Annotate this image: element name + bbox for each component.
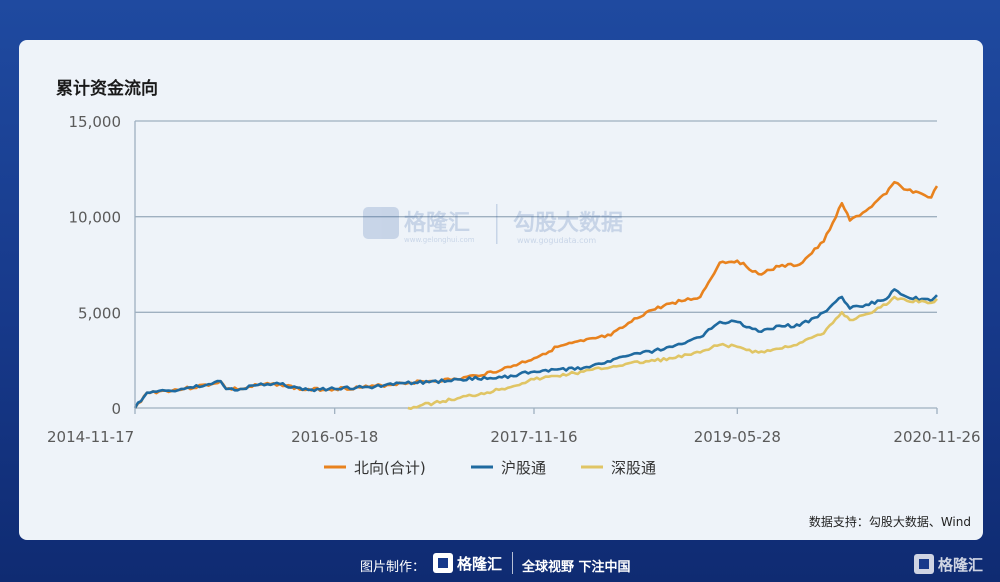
- source-note: 数据支持：勾股大数据、Wind: [808, 515, 971, 529]
- chart-card: 累计资金流向 格隆汇 www.gelonghui.com 勾股大数据 www.g…: [19, 40, 983, 540]
- x-tick-label: 2017-11-16: [490, 428, 577, 446]
- axes: 0 5,000 10,000 15,000 2014-11-17 2016-05-18 20…: [47, 113, 981, 446]
- legend-label: 沪股通: [501, 459, 546, 477]
- y-tick-label: 5,000: [78, 304, 121, 322]
- watermark: 格隆汇 www.gelonghui.com 勾股大数据 www.gogudata…: [363, 204, 623, 245]
- x-tick-label: 2014-11-17: [47, 428, 134, 446]
- watermark-divider: [496, 204, 498, 244]
- legend-label: 北向(合计): [354, 459, 426, 477]
- chart-plot: 格隆汇 www.gelonghui.com 勾股大数据 www.gogudata…: [47, 113, 981, 477]
- watermark-sub-url: www.gogudata.com: [517, 236, 596, 245]
- chart-title: 累计资金流向: [56, 79, 158, 99]
- watermark-logo-icon: [363, 207, 399, 239]
- series-line: [407, 295, 938, 410]
- series-line: [133, 288, 938, 409]
- x-tick-label: 2016-05-18: [291, 428, 378, 446]
- watermark-brand-url: www.gelonghui.com: [404, 236, 475, 244]
- y-tick-label: 0: [111, 400, 121, 418]
- footer-credit: 图片制作：: [360, 560, 426, 575]
- series-lines: [133, 180, 939, 410]
- footer-slogan: 全球视野 下注中国: [522, 560, 631, 575]
- footer-divider: [512, 552, 513, 574]
- x-tick-label: 2019-05-28: [694, 428, 781, 446]
- legend-label: 深股通: [611, 459, 656, 477]
- y-tick-label: 15,000: [69, 113, 122, 131]
- footer-logo-text: 格隆汇: [457, 555, 502, 573]
- legend: 北向(合计) 沪股通 深股通: [324, 459, 656, 477]
- corner-logo-text: 格隆汇: [938, 556, 983, 574]
- footer-logo: 格隆汇: [433, 553, 502, 573]
- footer: 图片制作： 格隆汇 全球视野 下注中国 格隆汇: [0, 546, 1000, 582]
- x-tick-label: 2020-11-26: [893, 428, 980, 446]
- watermark-sub: 勾股大数据: [513, 210, 623, 236]
- corner-logo: 格隆汇: [914, 554, 983, 574]
- grid-lines: [135, 120, 937, 409]
- watermark-brand: 格隆汇: [404, 210, 470, 236]
- y-tick-label: 10,000: [69, 209, 122, 227]
